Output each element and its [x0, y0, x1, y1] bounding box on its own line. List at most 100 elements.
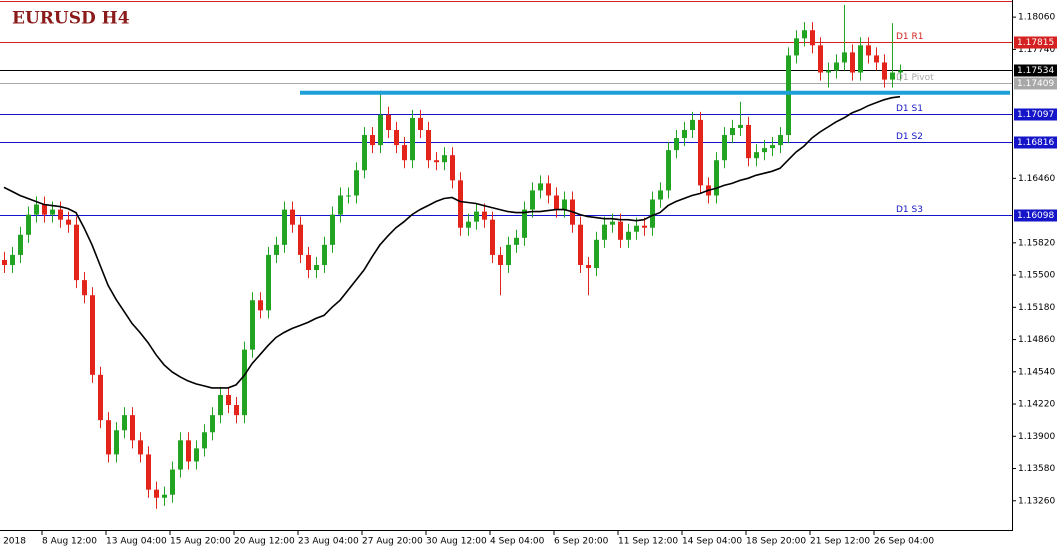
x-tick-label: 11 Sep 12:00 — [618, 537, 678, 547]
candle-body — [610, 221, 615, 225]
candle-body — [258, 300, 263, 311]
candle-body — [10, 254, 15, 265]
candle-body — [82, 280, 87, 296]
level-price-label: 1.17097 — [1017, 110, 1054, 120]
candle-body — [274, 244, 279, 255]
candle-body — [530, 190, 535, 210]
candle-body — [746, 124, 751, 159]
candle-body — [650, 199, 655, 228]
y-tick-label: 1.13580 — [1018, 464, 1055, 474]
candle-body — [474, 211, 479, 222]
x-start-label: 6 Aug 2018 — [0, 537, 26, 547]
y-tick-label: 1.14220 — [1018, 400, 1055, 410]
y-tick-label: 1.18060 — [1018, 13, 1055, 23]
candle-body — [546, 183, 551, 196]
y-tick-label: 1.14540 — [1018, 367, 1055, 377]
candle-body — [754, 152, 759, 159]
candle-body — [666, 150, 671, 191]
level-price-box — [1014, 36, 1057, 49]
x-tick-label: 4 Sep 04:00 — [490, 537, 545, 547]
y-tick-label: 1.13260 — [1018, 496, 1055, 506]
y-tick-label: 1.15180 — [1018, 303, 1055, 313]
candle-body — [882, 62, 887, 80]
candle-body — [242, 349, 247, 416]
y-tick-label: 1.15820 — [1018, 238, 1055, 248]
candle-body — [298, 224, 303, 255]
candle-body — [322, 244, 327, 265]
candle-body — [738, 124, 743, 128]
candle-body — [818, 45, 823, 73]
x-tick-label: 26 Sep 04:00 — [874, 537, 934, 547]
level-name: D1 S1 — [896, 104, 923, 114]
candle-body — [386, 114, 391, 130]
candle-body — [418, 117, 423, 130]
x-tick-label: 30 Aug 12:00 — [426, 537, 487, 547]
candle-body — [330, 214, 335, 245]
candle-body — [770, 145, 775, 149]
candle-body — [354, 170, 359, 196]
x-tick-label: 21 Sep 12:00 — [810, 537, 870, 547]
candle-body — [218, 394, 223, 416]
candle-body — [866, 45, 871, 56]
x-tick-label: 8 Aug 12:00 — [42, 537, 97, 547]
candle-body — [466, 221, 471, 228]
x-tick-label: 27 Aug 20:00 — [362, 537, 423, 547]
x-tick-label: 20 Aug 12:00 — [234, 537, 295, 547]
candle-body — [162, 494, 167, 498]
candle-body — [42, 204, 47, 215]
candle-body — [762, 148, 767, 153]
candle-body — [66, 219, 71, 225]
candle-body — [786, 55, 791, 136]
candle-body — [26, 214, 31, 235]
level-price-box — [1014, 209, 1057, 222]
y-tick-label: 1.13900 — [1018, 432, 1055, 442]
x-tick-label: 14 Sep 04:00 — [682, 537, 742, 547]
candle-body — [690, 119, 695, 130]
candle-body — [858, 45, 863, 73]
candle-body — [18, 234, 23, 255]
candle-body — [338, 195, 343, 215]
chart-title: EURUSD H4 — [12, 9, 130, 29]
candle-body — [490, 219, 495, 255]
candle-body — [658, 190, 663, 200]
x-tick-label: 6 Sep 20:00 — [554, 537, 609, 547]
candle-body — [74, 224, 79, 281]
candle-body — [642, 225, 647, 228]
candle-body — [682, 129, 687, 139]
candle-body — [250, 300, 255, 350]
candle-body — [402, 145, 407, 161]
level-name: D1 S3 — [896, 205, 923, 215]
candle-body — [634, 225, 639, 232]
candle-body — [850, 52, 855, 73]
candle-body — [722, 135, 727, 161]
x-tick-label: 18 Sep 20:00 — [746, 537, 806, 547]
candle-body — [730, 127, 735, 136]
candle-body — [202, 432, 207, 449]
candle-body — [90, 295, 95, 375]
candle-body — [586, 265, 591, 269]
current-price-label: 1.17534 — [1017, 66, 1054, 76]
candle-body — [130, 415, 135, 441]
candle-body — [898, 70, 903, 73]
candle-body — [106, 420, 111, 455]
candle-body — [226, 394, 231, 406]
candle-body — [498, 254, 503, 265]
level-name: D1 S2 — [896, 132, 923, 142]
level-price-label: 1.16816 — [1017, 138, 1054, 148]
candle-body — [802, 30, 807, 39]
level-price-label: 1.17409 — [1017, 79, 1054, 89]
level-price-box — [1014, 108, 1057, 121]
candle-body — [178, 440, 183, 470]
candle-body — [154, 489, 159, 498]
candle-body — [562, 199, 567, 210]
candle-body — [266, 254, 271, 311]
candle-body — [210, 415, 215, 433]
candle-body — [34, 204, 39, 215]
candle-body — [874, 55, 879, 63]
candle-body — [794, 38, 799, 56]
candle-body — [378, 114, 383, 146]
candle-body — [578, 224, 583, 265]
candle-body — [50, 209, 55, 215]
current-price-box — [1014, 64, 1057, 77]
candle-body — [618, 221, 623, 240]
